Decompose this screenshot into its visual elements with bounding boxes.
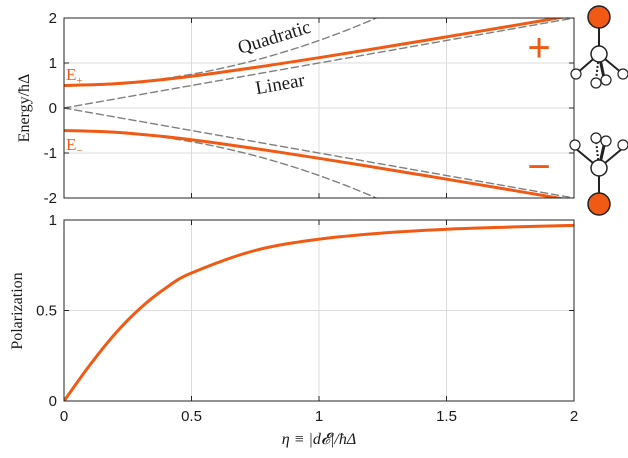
polarization-ytick-label: 1 — [49, 212, 57, 229]
energy-ytick-label: 2 — [49, 10, 57, 27]
minus-sign: − — [527, 145, 550, 189]
molecule-down-icon — [569, 132, 628, 216]
polarization-ticks: 1 0.5 00 0.5 1 1.5 2 — [36, 212, 578, 425]
e-minus-letter: E — [66, 135, 76, 154]
energy-ytick-label: 1 — [49, 55, 57, 72]
energy-series-e--line — [64, 129, 567, 198]
e-plus-letter: E — [66, 65, 76, 84]
energy-series — [64, 18, 574, 198]
linear-annotation: Linear — [254, 70, 307, 99]
energy-ytick-label: -1 — [44, 145, 57, 162]
energy-series-linear-dashed — [64, 107, 574, 198]
e-minus-label: E− — [66, 135, 83, 157]
polarization-series — [64, 223, 574, 401]
shared-xlabel: η ≡ |d𝓔|/ħΔ — [282, 431, 357, 448]
polarization-ylabel: Polarization — [9, 272, 26, 349]
polarization-ytick-label: 0.5 — [36, 303, 57, 320]
quadratic-annotation: Quadratic — [236, 17, 314, 59]
e-plus-label: E+ — [66, 65, 83, 87]
polarization-series-polarization-line — [64, 223, 574, 401]
plus-sign: + — [527, 26, 550, 70]
energy-ytick-label: 0 — [49, 100, 57, 117]
energy-y-ticks: 2 1 0 -1 -2 — [44, 10, 575, 207]
energy-series-e--line — [64, 18, 567, 87]
energy-series-linear-dashed — [64, 18, 574, 109]
e-plus-subscript: + — [76, 75, 82, 87]
polarization-ytick-label: 0 — [49, 393, 57, 410]
polarization-xtick-label: 2 — [570, 408, 578, 425]
polarization-panel: 1 0.5 00 0.5 1 1.5 2 Polarization η ≡ |d𝓔|/ħΔ — [9, 212, 578, 448]
energy-ytick-label: -2 — [44, 190, 57, 207]
energy-grid — [63, 17, 575, 199]
polarization-xtick-label: 1.5 — [436, 408, 457, 425]
molecule-up-icon — [570, 5, 628, 89]
e-minus-subscript: − — [76, 145, 82, 157]
energy-ylabel: Energy/ħΔ — [16, 74, 33, 143]
polarization-grid — [63, 219, 575, 402]
energy-panel: 210-1-2 Energy/ħΔ Quadratic Linear E+ E−… — [16, 10, 575, 207]
polarization-xtick-label: 0 — [60, 408, 68, 425]
polarization-xtick-label: 0.5 — [181, 408, 202, 425]
polarization-xtick-label: 1 — [315, 408, 323, 425]
